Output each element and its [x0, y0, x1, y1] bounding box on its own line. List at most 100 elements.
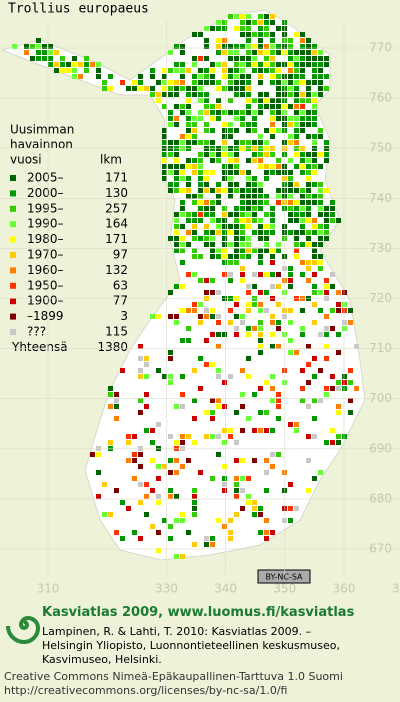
cell [228, 212, 233, 217]
cell [312, 158, 317, 163]
cell [342, 386, 347, 391]
cell [234, 206, 239, 211]
cell [162, 158, 167, 163]
cell [264, 20, 269, 25]
cell [168, 290, 173, 295]
cell [318, 62, 323, 67]
cell [36, 38, 41, 43]
cell [246, 308, 251, 313]
cell [240, 230, 245, 235]
cell [300, 230, 305, 235]
cell [294, 68, 299, 73]
cell [234, 236, 239, 241]
legend-count: 63 [113, 278, 128, 292]
cell [294, 218, 299, 223]
cell [324, 212, 329, 217]
cell [192, 140, 197, 145]
cell [318, 92, 323, 97]
cell [300, 188, 305, 193]
cell [252, 188, 257, 193]
cell [252, 284, 257, 289]
cell [246, 254, 251, 259]
cell [288, 284, 293, 289]
northing-label: 690 [369, 441, 392, 455]
northing-label: 710 [369, 341, 392, 355]
cell [210, 476, 215, 481]
cell [288, 200, 293, 205]
cell [156, 548, 161, 553]
cell [102, 482, 107, 487]
cell [114, 416, 119, 421]
cell [138, 398, 143, 403]
cell [258, 230, 263, 235]
cell [192, 116, 197, 121]
cell [276, 164, 281, 169]
cell [240, 506, 245, 511]
cell [270, 44, 275, 49]
cell [186, 182, 191, 187]
cell [210, 236, 215, 241]
cell [240, 32, 245, 37]
cell [36, 50, 41, 55]
cell [186, 308, 191, 313]
cell [264, 248, 269, 253]
cell [294, 182, 299, 187]
cell [72, 74, 77, 79]
cell [210, 290, 215, 295]
cell [240, 266, 245, 271]
cell [186, 92, 191, 97]
cell [240, 248, 245, 253]
cell [180, 248, 185, 253]
cell [204, 362, 209, 367]
site-link[interactable]: Kasviatlas 2009, www.luomus.fi/kasviatla… [42, 605, 355, 620]
cell [276, 200, 281, 205]
cell [258, 98, 263, 103]
cell [192, 56, 197, 61]
cell [186, 86, 191, 91]
cell [258, 260, 263, 265]
cell [168, 182, 173, 187]
cell [276, 404, 281, 409]
cell [276, 398, 281, 403]
cell [114, 398, 119, 403]
cell [222, 380, 227, 385]
cell [210, 314, 215, 319]
cell [240, 86, 245, 91]
citation-line: Lampinen, R. & Lahti, T. 2010: Kasviatla… [42, 625, 312, 638]
cell [60, 56, 65, 61]
cell [162, 86, 167, 91]
cell [306, 236, 311, 241]
cell [162, 464, 167, 469]
cell [270, 68, 275, 73]
cell [228, 374, 233, 379]
cell [186, 230, 191, 235]
cell [276, 248, 281, 253]
cell [246, 326, 251, 331]
cell [132, 86, 137, 91]
cell [210, 110, 215, 115]
cell [138, 74, 143, 79]
cell [96, 494, 101, 499]
legend-swatch [10, 313, 16, 320]
cell [222, 248, 227, 253]
cell [306, 230, 311, 235]
cell [246, 92, 251, 97]
cell [246, 248, 251, 253]
northing-label: 730 [369, 241, 392, 255]
cell [300, 326, 305, 331]
legend-count: 77 [113, 294, 128, 308]
cell [300, 104, 305, 109]
cell [270, 62, 275, 67]
badge-text: BY-NC-SA [265, 573, 303, 582]
cell [234, 152, 239, 157]
cell [246, 476, 251, 481]
cell [276, 116, 281, 121]
cell [168, 68, 173, 73]
cell [336, 440, 341, 445]
cell [276, 104, 281, 109]
cell [258, 530, 263, 535]
cell [120, 80, 125, 85]
cell [258, 326, 263, 331]
cell [336, 380, 341, 385]
